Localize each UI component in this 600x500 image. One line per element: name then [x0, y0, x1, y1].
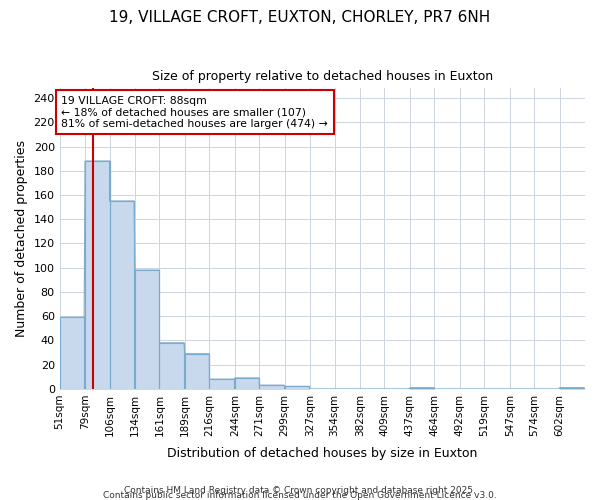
Text: Contains HM Land Registry data © Crown copyright and database right 2025.: Contains HM Land Registry data © Crown c… — [124, 486, 476, 495]
Title: Size of property relative to detached houses in Euxton: Size of property relative to detached ho… — [152, 70, 493, 83]
X-axis label: Distribution of detached houses by size in Euxton: Distribution of detached houses by size … — [167, 447, 478, 460]
Text: 19, VILLAGE CROFT, EUXTON, CHORLEY, PR7 6NH: 19, VILLAGE CROFT, EUXTON, CHORLEY, PR7 … — [109, 10, 491, 25]
Text: Contains public sector information licensed under the Open Government Licence v3: Contains public sector information licen… — [103, 491, 497, 500]
Text: 19 VILLAGE CROFT: 88sqm
← 18% of detached houses are smaller (107)
81% of semi-d: 19 VILLAGE CROFT: 88sqm ← 18% of detache… — [61, 96, 328, 129]
Y-axis label: Number of detached properties: Number of detached properties — [15, 140, 28, 337]
